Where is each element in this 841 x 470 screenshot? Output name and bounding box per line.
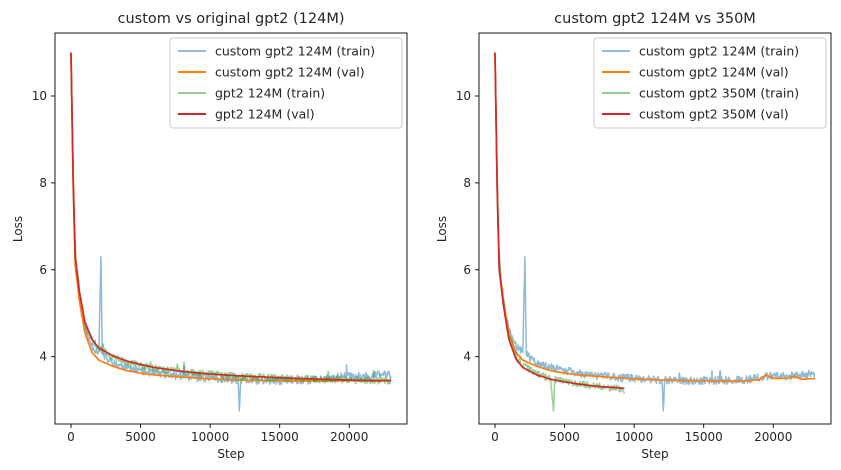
x-tick-label: 10000 xyxy=(191,430,229,444)
chart-title: custom vs original gpt2 (124M) xyxy=(118,11,345,27)
y-tick-label: 10 xyxy=(32,89,47,103)
legend: custom gpt2 124M (train) custom gpt2 124M… xyxy=(593,37,827,129)
x-tick-label: 10000 xyxy=(615,430,653,444)
x-tick-label: 15000 xyxy=(685,430,723,444)
legend: custom gpt2 124M (train) custom gpt2 124M… xyxy=(169,37,403,129)
series-line-1 xyxy=(494,52,816,382)
y-tick-label: 6 xyxy=(39,263,47,277)
x-tick-label: 20000 xyxy=(330,430,368,444)
series-lines xyxy=(494,52,816,412)
legend-label: custom gpt2 124M (train) xyxy=(639,44,799,59)
x-tick-label: 0 xyxy=(67,430,75,444)
legend-label: custom gpt2 124M (val) xyxy=(639,65,789,80)
x-tick-label: 5000 xyxy=(549,430,580,444)
series-line-3 xyxy=(70,52,391,382)
legend-label: custom gpt2 124M (train) xyxy=(215,44,375,59)
series-line-1 xyxy=(70,52,391,382)
x-tick-label: 0 xyxy=(491,430,499,444)
y-tick-label: 6 xyxy=(463,263,471,277)
legend-label: custom gpt2 350M (train) xyxy=(639,86,799,101)
y-tick-label: 8 xyxy=(39,176,47,190)
series-line-3 xyxy=(494,52,625,390)
legend-box xyxy=(169,37,403,129)
y-tick-label: 10 xyxy=(456,89,471,103)
x-tick-label: 20000 xyxy=(754,430,792,444)
y-axis-label: Loss xyxy=(11,216,25,242)
x-axis-label: Step xyxy=(217,447,244,461)
legend-label: custom gpt2 350M (val) xyxy=(639,107,789,122)
chart-left: custom vs original gpt2 (124M) Step Loss… xyxy=(11,11,408,461)
chart-right: custom gpt2 124M vs 350M Step Loss 0 5000… xyxy=(435,11,832,461)
x-axis-label: Step xyxy=(641,447,668,461)
y-axis-label: Loss xyxy=(435,216,449,242)
legend-label: gpt2 124M (val) xyxy=(215,107,315,122)
y-tick-label: 4 xyxy=(39,350,47,364)
y-tick-label: 8 xyxy=(463,176,471,190)
plot-frame xyxy=(478,32,832,425)
x-tick-label: 15000 xyxy=(261,430,299,444)
series-lines xyxy=(70,52,392,412)
chart-title: custom gpt2 124M vs 350M xyxy=(554,11,756,27)
x-tick-label: 5000 xyxy=(125,430,156,444)
legend-box xyxy=(593,37,827,129)
legend-label: custom gpt2 124M (val) xyxy=(215,65,365,80)
legend-label: gpt2 124M (train) xyxy=(215,86,325,101)
plot-frame xyxy=(54,32,408,425)
y-tick-label: 4 xyxy=(463,350,471,364)
